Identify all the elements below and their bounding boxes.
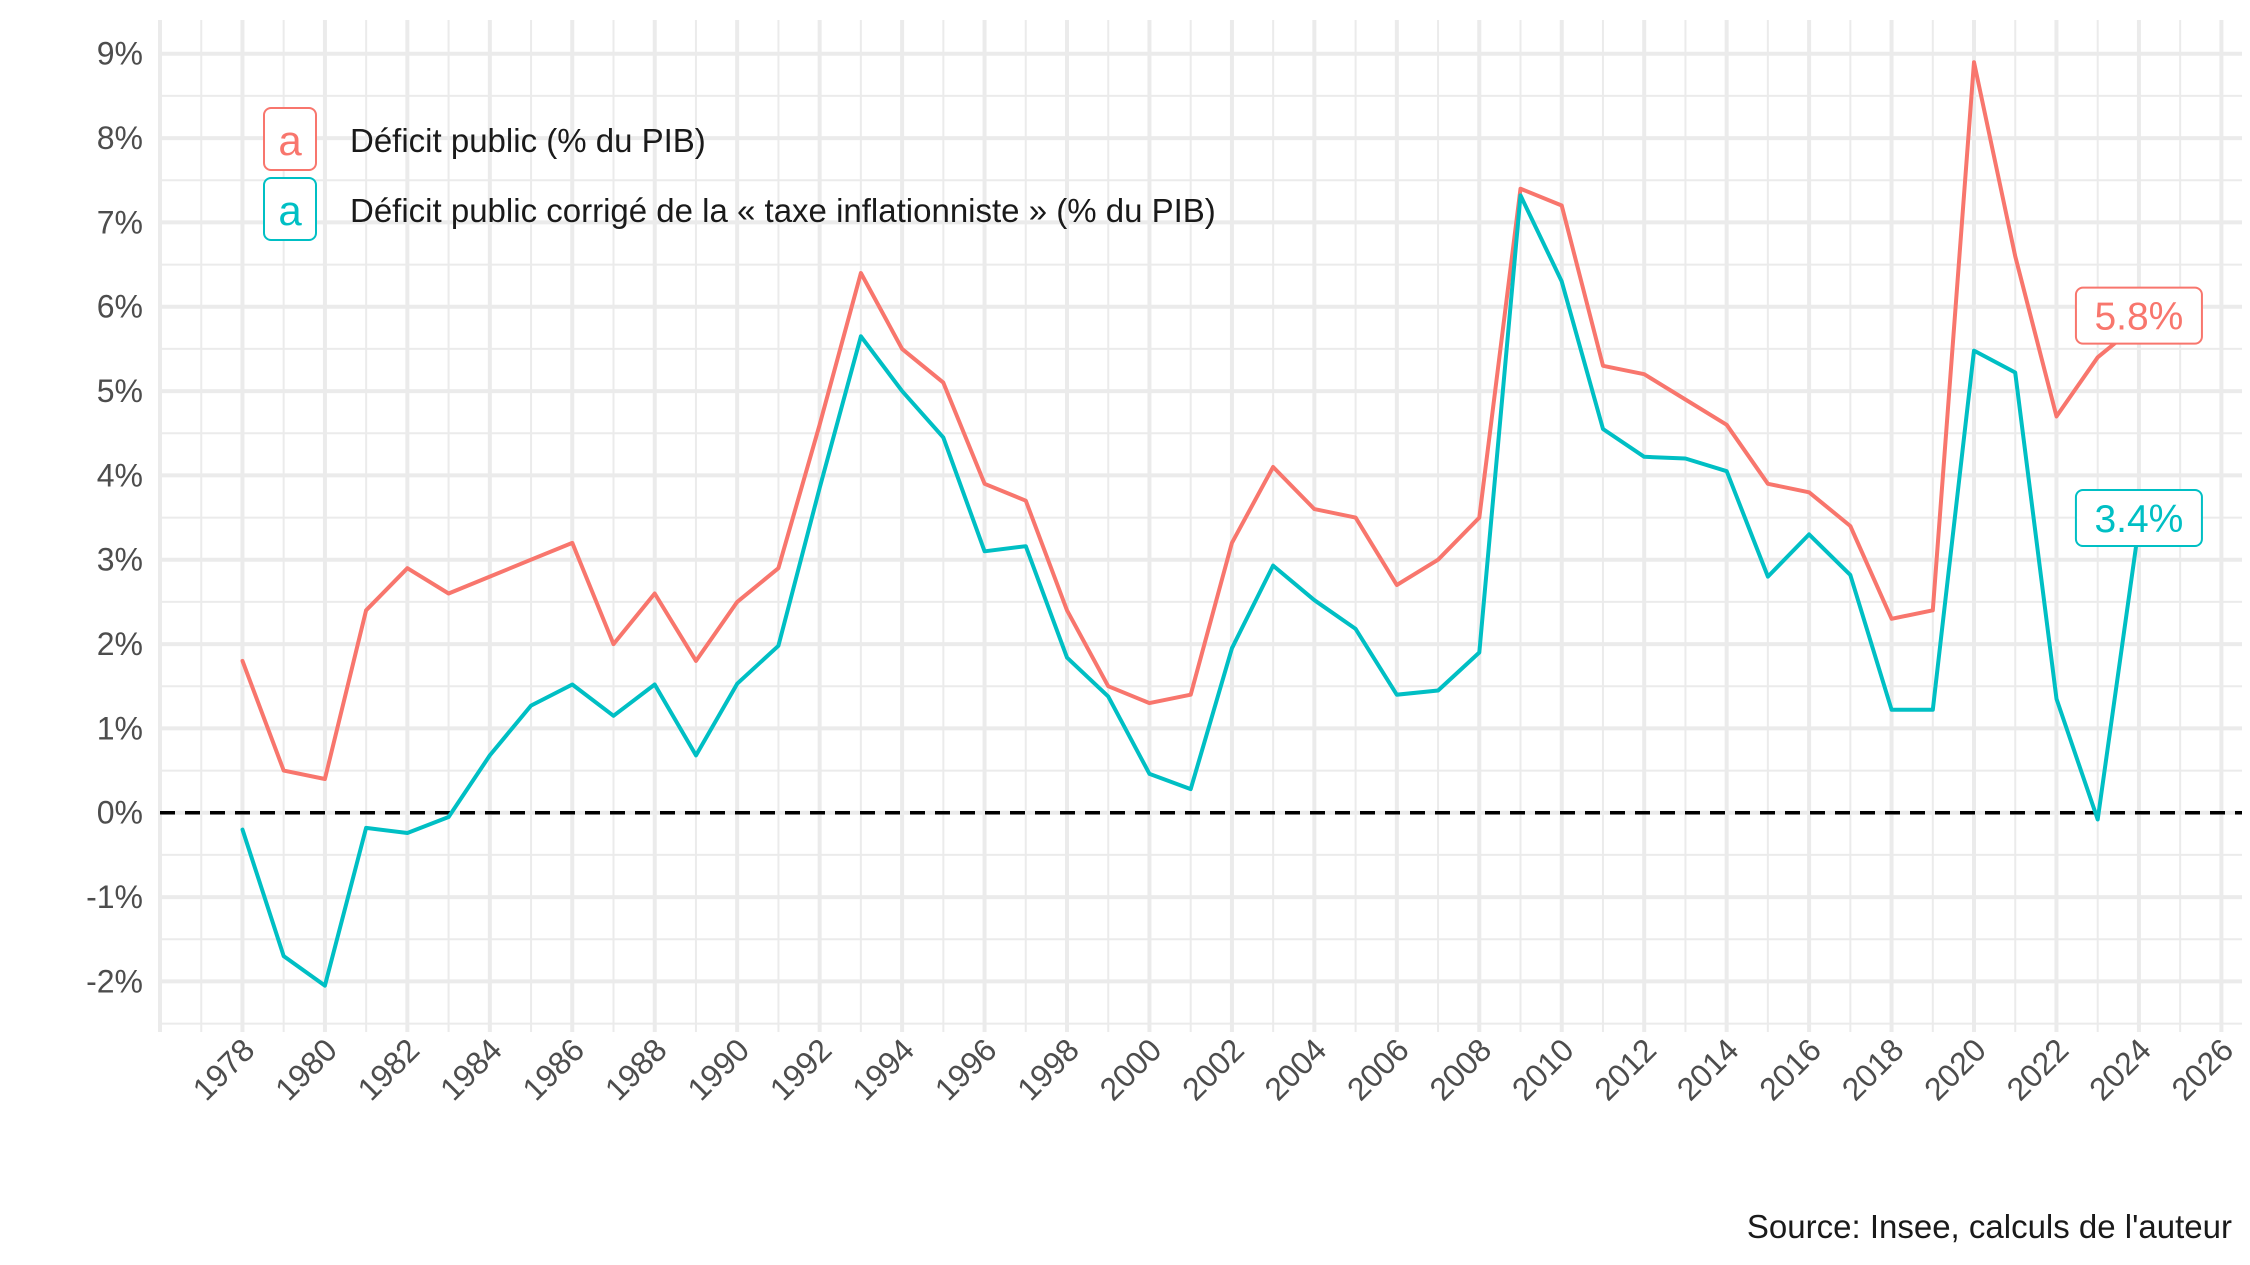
legend-item-1: a Déficit public (% du PIB) [263,107,706,171]
end-label-1: 5.8% [2074,286,2203,345]
end-label-text: 3.4% [2094,498,2183,541]
x-tick-label: 1986 [515,1031,591,1107]
x-tick-label: 1994 [845,1031,921,1107]
legend-label: Déficit public corrigé de la « taxe infl… [350,192,1216,229]
y-tick-label: 8% [97,120,143,156]
end-labels: 5.8% 3.4% [2074,286,2203,547]
legend-item-2: a Déficit public corrigé de la « taxe inf… [263,177,1216,241]
y-tick-label: 3% [97,542,143,578]
minor-gridlines [160,20,2242,1032]
y-tick-label: 6% [97,289,143,325]
x-tick-label: 2000 [1093,1031,1169,1107]
x-tick-label: 1984 [433,1031,509,1107]
x-axis-tick-labels: 1978 1980 1982 1984 1986 1988 1990 1992 1994 1996… [186,1031,2241,1107]
legend-key-glyph: a [278,187,302,234]
chart-caption: Source: Insee, calculs de l'auteur [1747,1208,2232,1245]
end-label-text: 5.8% [2094,296,2183,339]
y-tick-label: -2% [86,963,143,999]
x-tick-label: 1982 [351,1031,427,1107]
x-tick-label: 2002 [1175,1031,1251,1107]
legend-key-box [263,107,317,171]
x-tick-label: 2004 [1258,1031,1334,1107]
legend-key-glyph: a [278,117,302,164]
x-tick-label: 2020 [1917,1031,1993,1107]
legend-key-box [263,177,317,241]
x-tick-label: 2010 [1505,1031,1581,1107]
x-tick-label: 2008 [1422,1031,1498,1107]
end-label-box [2074,286,2203,345]
x-tick-label: 2026 [2165,1031,2241,1107]
x-tick-label: 2014 [1670,1031,1746,1107]
series-line-2 [240,193,2141,988]
x-tick-label: 2018 [1835,1031,1911,1107]
y-tick-label: 2% [97,626,143,662]
y-tick-label: 9% [97,36,143,72]
legend: a Déficit public (% du PIB) a Déficit publi… [263,107,1216,241]
x-tick-label: 1996 [928,1031,1004,1107]
x-tick-label: 2006 [1340,1031,1416,1107]
x-tick-label: 1998 [1010,1031,1086,1107]
y-tick-label: 4% [97,457,143,493]
end-label-2: 3.4% [2074,489,2203,547]
y-tick-label: 5% [97,373,143,409]
y-axis-tick-labels: -2% -1% 0% 1% 2% 3% 4% 5% 6% 7% 8% 9% [86,36,143,1000]
x-tick-label: 1988 [598,1031,674,1107]
major-gridlines [158,20,2242,1032]
y-tick-label: 1% [97,710,143,746]
x-tick-label: 1992 [763,1031,839,1107]
y-tick-label: 0% [97,795,143,831]
x-tick-label: 2012 [1587,1031,1663,1107]
end-label-box [2074,489,2203,547]
series-line-1 [240,60,2141,781]
x-tick-label: 1990 [680,1031,756,1107]
series-layer [240,60,2141,988]
y-tick-label: -1% [86,879,143,915]
legend-label: Déficit public (% du PIB) [350,122,706,159]
x-tick-label: 2016 [1752,1031,1828,1107]
y-tick-label: 7% [97,204,143,240]
x-tick-label: 1980 [268,1031,344,1107]
x-tick-label: 2024 [2082,1031,2158,1107]
x-tick-label: 2022 [2000,1031,2076,1107]
x-tick-label: 1978 [186,1031,262,1107]
